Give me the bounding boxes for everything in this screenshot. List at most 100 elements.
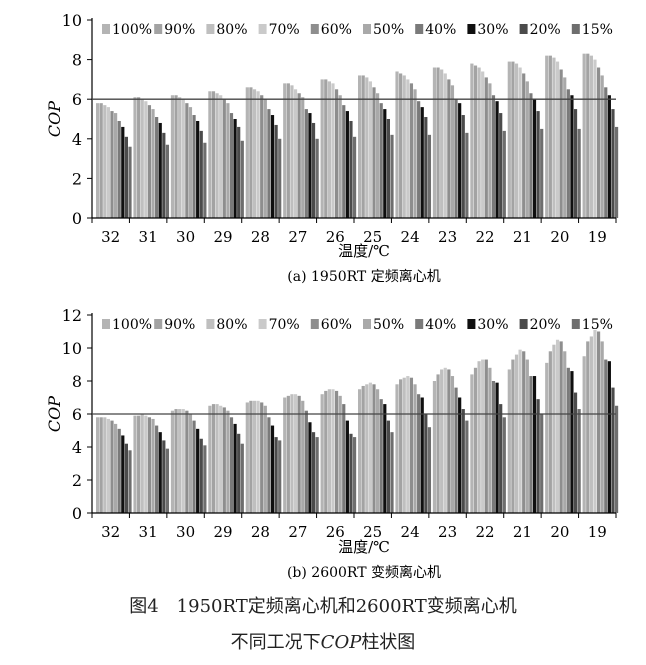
x-tick-label: 26 — [326, 228, 345, 246]
bar — [540, 414, 544, 513]
bar — [170, 95, 175, 218]
bar — [390, 134, 394, 218]
bar — [372, 384, 376, 513]
bar — [293, 394, 298, 513]
legend-swatch — [258, 24, 267, 34]
bar — [117, 428, 121, 513]
bar — [297, 93, 301, 218]
x-axis-label: 温度/℃ — [338, 538, 390, 556]
bar — [593, 329, 597, 513]
bar — [559, 341, 563, 513]
legend-swatch — [310, 319, 319, 329]
bar — [529, 93, 533, 218]
bar — [106, 107, 110, 218]
bar — [222, 407, 226, 513]
bar — [491, 95, 496, 218]
y-tick-label: 0 — [72, 209, 82, 228]
bar — [188, 414, 193, 513]
bar — [514, 354, 519, 513]
x-tick-label: 32 — [101, 228, 120, 246]
bar — [470, 63, 474, 219]
x-axis-label: 温度/℃ — [338, 242, 390, 260]
legend-swatch — [519, 24, 528, 34]
x-tick-label: 23 — [438, 228, 457, 246]
bar — [402, 377, 406, 513]
bar — [563, 351, 567, 513]
bar — [440, 369, 444, 513]
bar — [181, 409, 185, 513]
x-tick-label: 24 — [401, 523, 420, 541]
legend-label: 15% — [582, 317, 613, 333]
bar — [188, 107, 193, 218]
bar — [600, 75, 604, 218]
bar — [477, 67, 481, 219]
bar — [96, 417, 100, 513]
bar — [376, 389, 380, 513]
chart-subtitle: (a) 1950RT 定频离心机 — [287, 268, 440, 285]
bar — [286, 395, 290, 513]
bar — [211, 91, 216, 218]
bar — [233, 119, 237, 218]
bar — [121, 435, 125, 513]
bar — [611, 109, 615, 218]
legend-label: 70% — [269, 22, 300, 38]
bar — [267, 109, 271, 218]
bar — [545, 362, 549, 513]
bar — [470, 374, 474, 513]
bar — [440, 69, 444, 218]
bar — [286, 83, 290, 218]
bar — [178, 97, 182, 218]
bar — [427, 427, 432, 513]
bar — [458, 103, 462, 218]
bar — [589, 336, 593, 513]
y-tick-label: 8 — [72, 51, 82, 70]
bar — [345, 420, 349, 513]
bar — [181, 99, 185, 218]
bar — [604, 359, 608, 513]
legend-label: 80% — [216, 22, 247, 38]
bar — [368, 81, 372, 218]
x-tick-label: 29 — [213, 523, 232, 541]
x-tick-label: 30 — [176, 228, 195, 246]
y-axis-label: COP — [45, 101, 64, 137]
bar — [450, 85, 455, 218]
bar — [386, 420, 390, 513]
bar — [301, 400, 305, 513]
bar — [559, 69, 563, 218]
bar — [174, 409, 178, 513]
legend-label: 15% — [582, 22, 613, 38]
bar — [137, 97, 141, 218]
legend-label: 50% — [373, 317, 404, 333]
bar — [417, 101, 421, 218]
bar — [511, 61, 515, 218]
bar — [249, 87, 253, 218]
y-tick-label: 6 — [72, 405, 82, 424]
y-tick-label: 10 — [62, 339, 82, 358]
bar — [372, 87, 376, 218]
bar — [304, 410, 308, 513]
bar — [555, 339, 560, 513]
bar — [233, 423, 237, 513]
bar — [552, 57, 556, 219]
bar — [110, 420, 114, 513]
y-tick-label: 10 — [62, 11, 82, 30]
bar — [327, 81, 331, 218]
bar — [499, 404, 503, 513]
bar — [525, 81, 529, 218]
bar — [128, 450, 132, 513]
legend-swatch — [363, 319, 371, 329]
y-tick-label: 0 — [72, 504, 82, 523]
bar — [395, 71, 399, 218]
caption-line2-prefix: 不同工况下 — [230, 632, 321, 653]
bar — [170, 410, 175, 513]
bar — [151, 109, 155, 218]
bar — [304, 109, 308, 218]
bar — [488, 83, 492, 218]
bar — [577, 128, 581, 218]
x-tick-label: 20 — [550, 228, 569, 246]
bar — [436, 374, 440, 513]
legend-label: 30% — [477, 22, 508, 38]
legend-label: 20% — [530, 22, 561, 38]
legend-label: 50% — [373, 22, 404, 38]
